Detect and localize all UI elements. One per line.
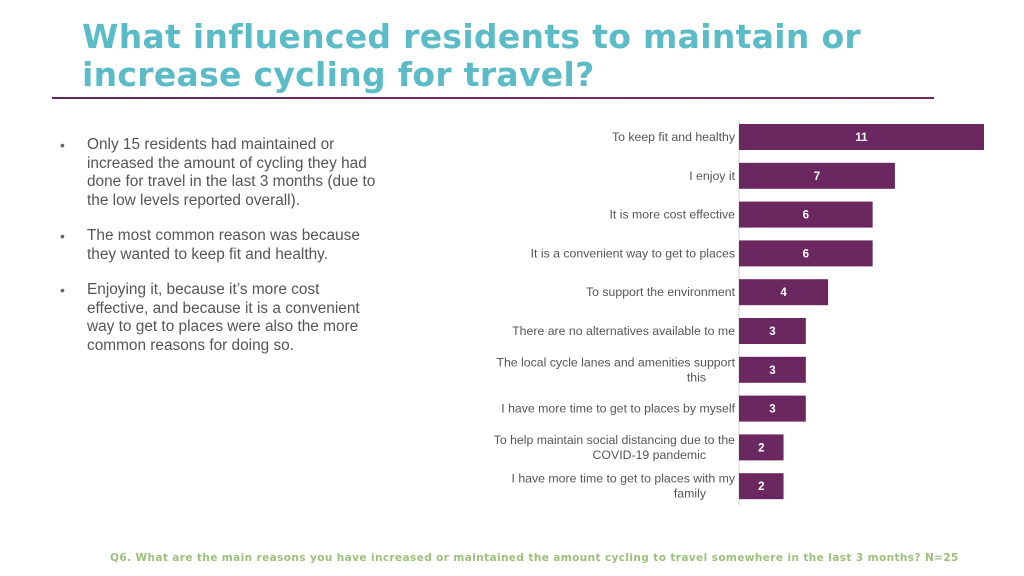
bullet-marker: •: [60, 137, 65, 153]
bar: [739, 240, 873, 267]
category-label: I enjoy it: [689, 169, 735, 183]
category-label: It is more cost effective: [609, 208, 735, 222]
bullet-text: The most common reason was because they …: [87, 227, 360, 263]
bar-value-label: 7: [814, 171, 820, 183]
bar: [739, 473, 784, 500]
bar-value-label: 6: [803, 248, 809, 260]
category-label: To support the environment: [586, 285, 736, 299]
bar: [739, 356, 806, 383]
page-title: What influenced residents to maintain or…: [82, 17, 862, 94]
bar: [739, 201, 873, 228]
bar-value-label: 4: [780, 287, 787, 299]
category-label: The local cycle lanes and amenities supp…: [496, 355, 735, 384]
bar-value-label: 2: [758, 481, 764, 493]
bar-value-label: 2: [758, 442, 764, 454]
bar: [739, 162, 895, 189]
bar: [739, 395, 806, 422]
bar-value-label: 6: [803, 210, 809, 222]
bullet-text: Enjoying it, because it’s more cost effe…: [87, 281, 360, 354]
category-label: There are no alternatives available to m…: [512, 324, 735, 338]
category-label: It is a convenient way to get to places: [531, 246, 735, 260]
category-label: I have more time to get to places with m…: [512, 472, 736, 501]
bar-value-label: 3: [769, 365, 775, 377]
question-footnote: Q6. What are the main reasons you have i…: [110, 552, 959, 564]
bullet-text: Only 15 residents had maintained or incr…: [87, 136, 376, 209]
bar-value-label: 3: [769, 404, 775, 416]
bar: [739, 279, 829, 306]
bullet-marker: •: [60, 282, 65, 298]
summary-bullet-list: • Only 15 residents had maintained or in…: [58, 136, 376, 372]
bar: [739, 434, 784, 461]
bar-value-label: 11: [855, 132, 868, 144]
bullet-item: • Only 15 residents had maintained or in…: [58, 136, 376, 210]
bar-value-label: 3: [769, 326, 775, 338]
bar: [739, 318, 806, 344]
category-label: To keep fit and healthy: [612, 130, 736, 144]
bullet-item: • Enjoying it, because it’s more cost ef…: [58, 281, 376, 355]
category-label: I have more time to get to places by mys…: [501, 402, 735, 416]
bar: [739, 124, 984, 150]
bullet-marker: •: [60, 228, 65, 244]
title-divider: [52, 97, 934, 99]
category-label: To help maintain social distancing due t…: [494, 433, 735, 462]
bullet-item: • The most common reason was because the…: [58, 227, 376, 264]
